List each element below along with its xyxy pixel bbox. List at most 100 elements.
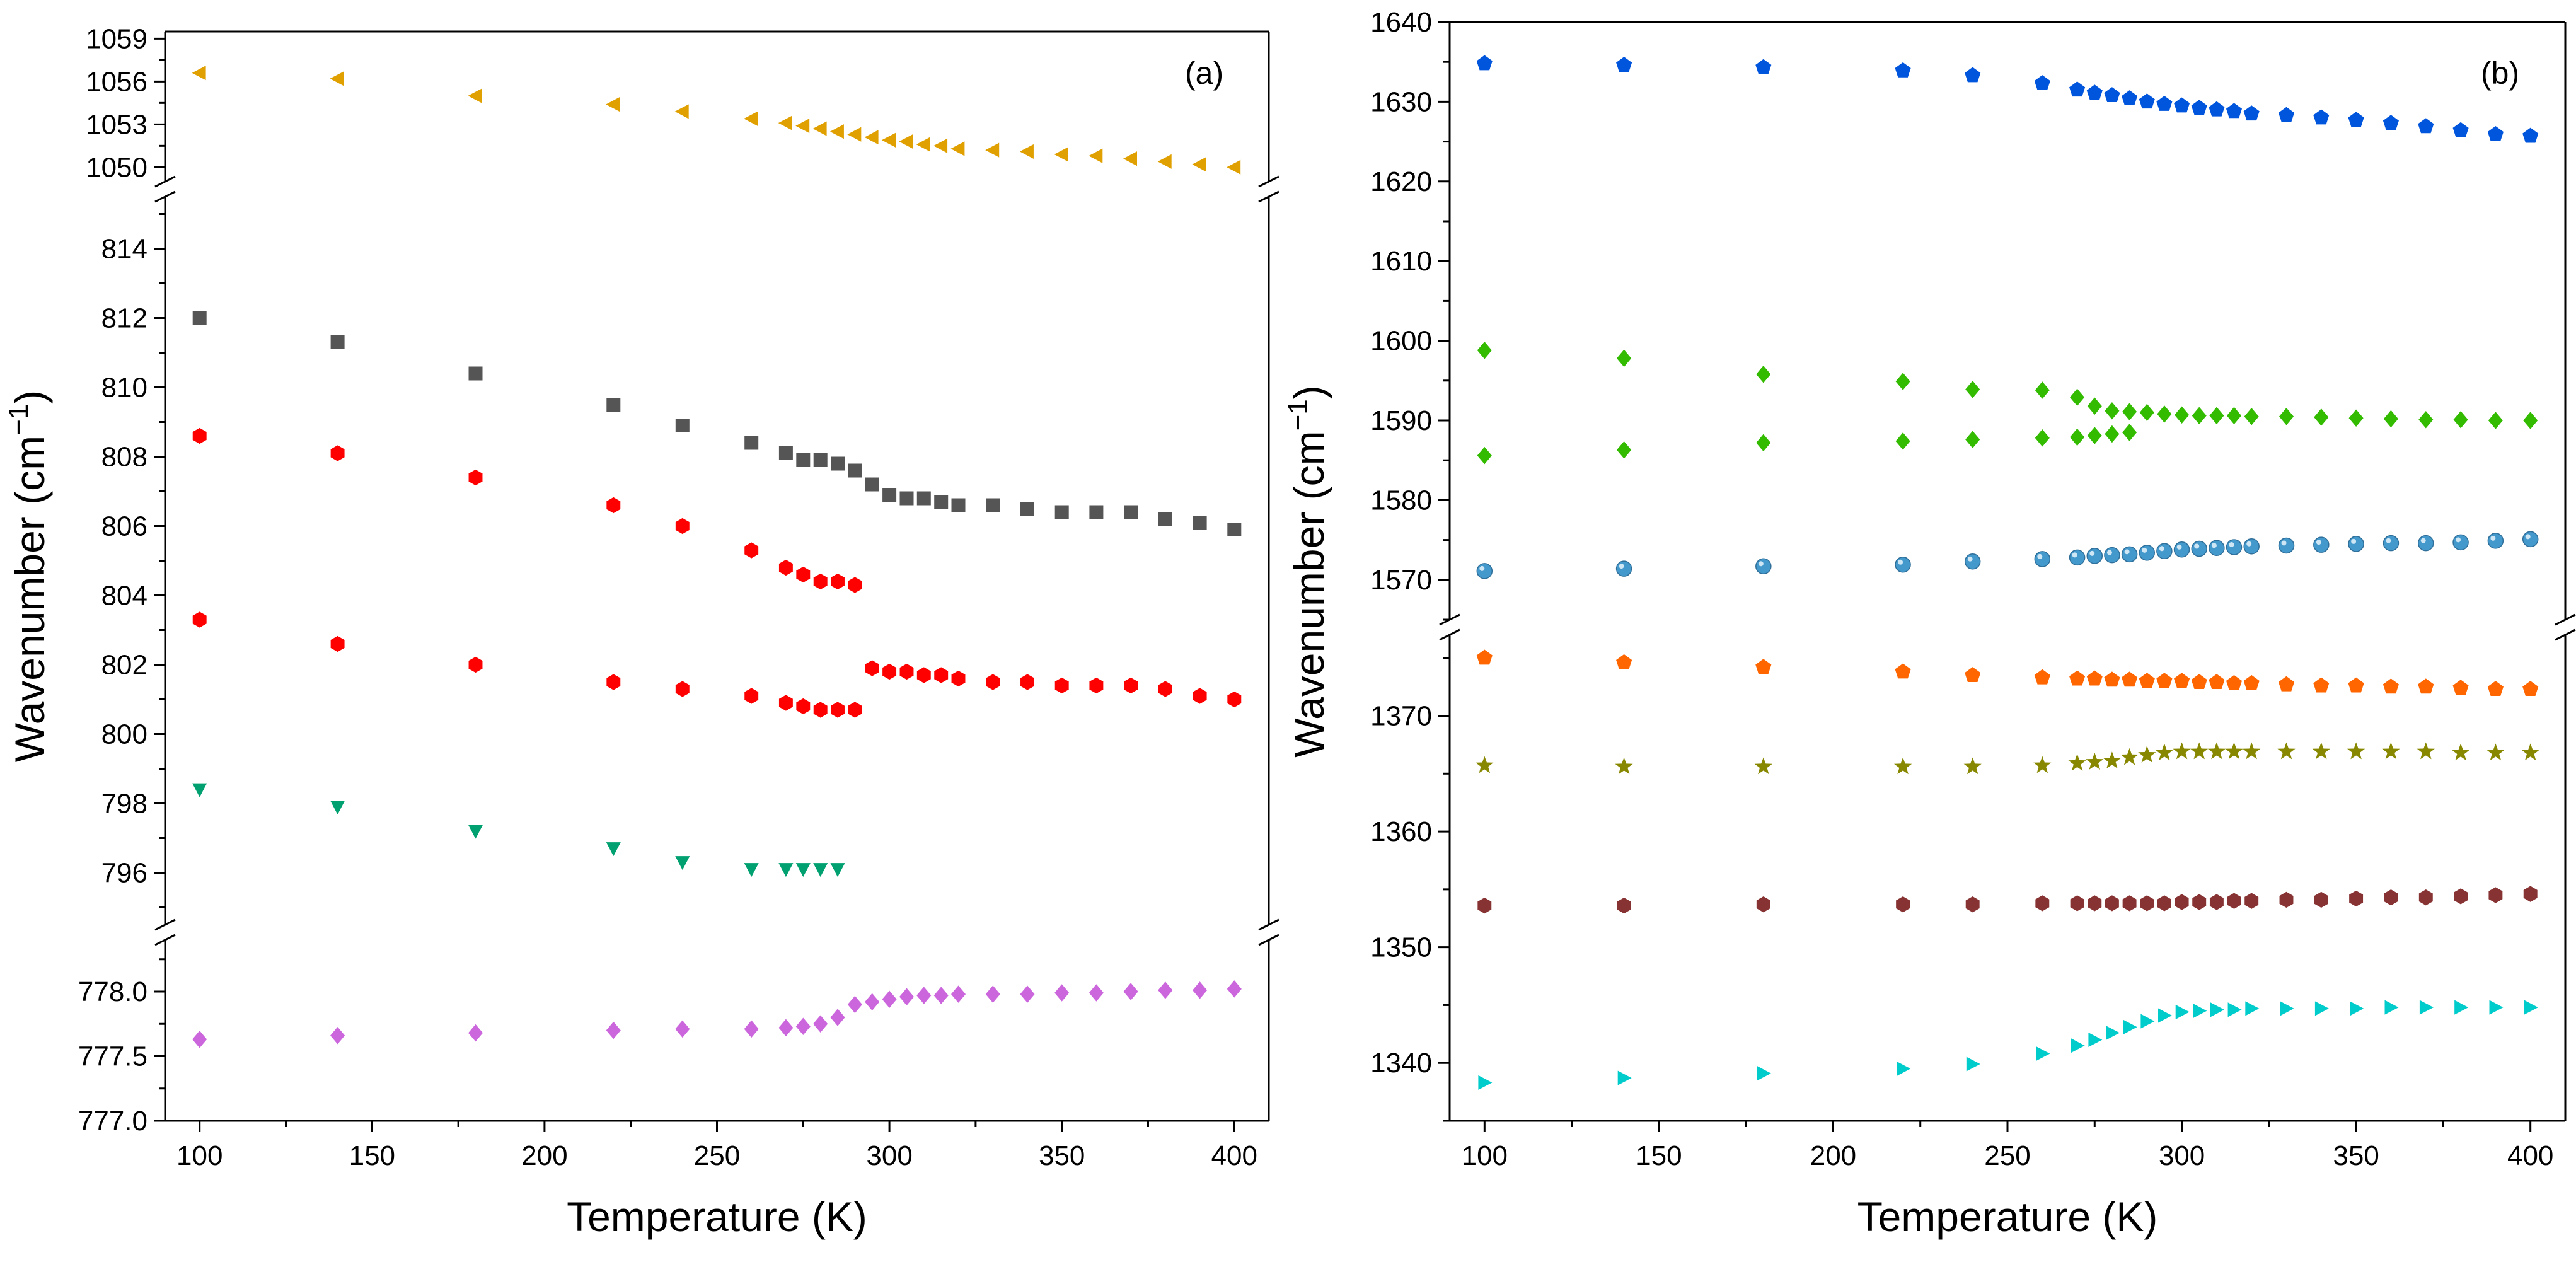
data-point <box>330 635 345 652</box>
data-point <box>813 702 828 718</box>
data-point <box>1054 147 1068 162</box>
y-tick-label: 814 <box>101 234 147 265</box>
data-point <box>2313 677 2330 693</box>
y-axis-title-close: ) <box>6 390 53 404</box>
data-point <box>1963 757 1982 775</box>
y-tick-label: 1630 <box>1370 86 1432 117</box>
data-point <box>2156 96 2173 111</box>
data-point <box>2278 107 2295 122</box>
data-point <box>2036 1046 2050 1062</box>
data-point <box>2103 751 2122 769</box>
data-point <box>2033 756 2052 773</box>
y-tick-label: 1340 <box>1370 1048 1432 1079</box>
data-point <box>1617 349 1632 368</box>
data-point <box>778 1019 794 1037</box>
panel-label: (a) <box>1185 55 1223 91</box>
data-point <box>1123 151 1137 166</box>
data-point <box>796 698 811 715</box>
y-tick-label: 1570 <box>1370 565 1432 596</box>
series-806-mode <box>192 311 1242 536</box>
data-point-highlight <box>2229 541 2234 547</box>
x-tick-label: 100 <box>176 1140 222 1171</box>
axis-break-mark <box>2555 628 2576 641</box>
data-point <box>2139 673 2155 688</box>
data-point <box>2105 402 2120 420</box>
data-point <box>2034 669 2050 685</box>
data-point-highlight <box>2525 534 2531 540</box>
data-point <box>2086 670 2103 686</box>
data-point <box>675 856 690 871</box>
data-point <box>2209 894 2224 910</box>
data-point <box>2384 889 2398 906</box>
data-point <box>1054 677 1069 694</box>
data-point <box>2123 1019 2137 1034</box>
data-point <box>933 987 949 1004</box>
data-point <box>848 577 862 593</box>
data-point <box>2140 1014 2155 1029</box>
data-point <box>916 987 932 1004</box>
data-point <box>2277 742 2296 760</box>
data-point <box>916 667 931 683</box>
data-point <box>778 115 792 130</box>
data-point <box>2383 410 2398 428</box>
data-point <box>606 1021 621 1039</box>
data-point <box>2349 890 2364 907</box>
x-tick-label: 350 <box>1039 1140 1085 1171</box>
y-tick-label: 808 <box>101 442 147 473</box>
data-point <box>2348 677 2364 693</box>
data-point <box>2418 889 2433 906</box>
series-1354-mode <box>1477 886 2538 914</box>
axis-break-mark <box>1258 190 1279 203</box>
data-point <box>2245 1001 2260 1016</box>
data-point <box>2452 680 2469 695</box>
y-tick-label: 777.0 <box>78 1106 147 1137</box>
data-point <box>468 1024 483 1042</box>
data-point <box>1089 148 1103 163</box>
y-axis-ticks-segment-1: 796 798 800 802 804 806 808 810 812 814 <box>101 213 165 908</box>
data-point <box>2191 100 2207 115</box>
data-point <box>2207 742 2226 760</box>
data-point <box>1755 659 1772 674</box>
data-point <box>1965 67 1981 83</box>
data-point <box>2226 539 2243 555</box>
x-tick-label: 300 <box>2159 1140 2205 1171</box>
data-point <box>1754 757 1772 775</box>
data-point <box>1615 757 1633 775</box>
data-point <box>2155 743 2174 761</box>
y-axis-title-superscript: −1 <box>3 404 34 436</box>
data-point <box>2451 743 2470 761</box>
data-point <box>1893 757 1912 775</box>
data-point <box>2384 1000 2399 1015</box>
y-tick-label: 1600 <box>1370 326 1432 357</box>
data-point <box>2138 746 2156 763</box>
data-point <box>2087 427 2102 444</box>
data-point <box>796 566 811 583</box>
data-point <box>1756 896 1770 913</box>
data-point <box>744 542 759 559</box>
series-1366-mode <box>1476 742 2539 775</box>
data-point <box>2035 429 2050 447</box>
data-point <box>831 702 845 718</box>
data-point <box>985 985 1000 1003</box>
data-point <box>2086 753 2104 770</box>
data-point <box>2035 895 2050 912</box>
y-tick-label: 1360 <box>1370 816 1432 847</box>
data-point <box>2454 888 2468 905</box>
data-point <box>2313 536 2330 553</box>
data-point <box>330 445 345 461</box>
data-point <box>1895 432 1910 450</box>
data-point <box>2121 546 2138 563</box>
data-point <box>2383 535 2400 552</box>
y-tick-label: 1370 <box>1370 701 1432 732</box>
data-point <box>2173 742 2191 760</box>
data-point <box>2156 673 2173 688</box>
data-point-highlight <box>1619 564 1624 569</box>
data-point <box>847 995 862 1014</box>
x-tick-label: 300 <box>866 1140 912 1171</box>
data-point <box>2175 894 2189 910</box>
data-point <box>2086 548 2103 564</box>
data-point <box>1755 59 1772 74</box>
data-point <box>916 137 930 152</box>
data-point <box>778 695 793 711</box>
data-point-highlight <box>2106 550 2112 555</box>
